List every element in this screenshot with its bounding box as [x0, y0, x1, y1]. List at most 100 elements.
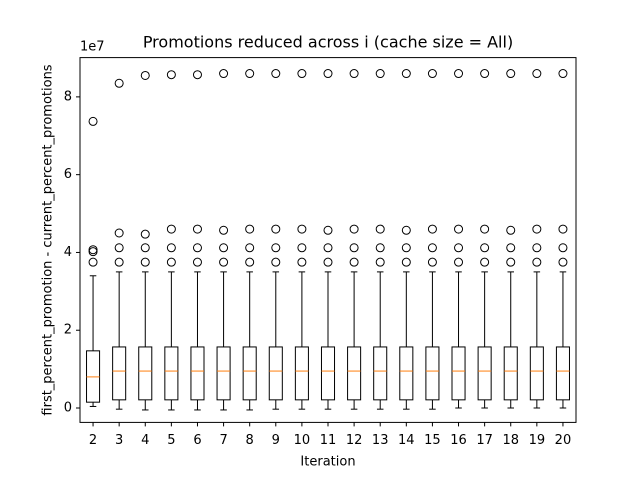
flier — [140, 257, 150, 267]
flier — [114, 228, 124, 238]
flier — [532, 69, 542, 79]
x-tick-label: 6 — [193, 433, 201, 448]
y-axis-label: first_percent_promotion - current_percen… — [41, 64, 56, 415]
flier — [140, 70, 150, 80]
flier — [166, 224, 176, 234]
box — [477, 346, 492, 401]
flier — [271, 243, 281, 253]
box — [399, 346, 414, 401]
flier — [297, 243, 307, 253]
flier — [558, 224, 568, 234]
box — [347, 346, 362, 401]
flier — [219, 243, 229, 253]
flier — [401, 243, 411, 253]
flier — [349, 257, 359, 267]
x-tick-label: 13 — [372, 433, 389, 448]
flier — [506, 225, 516, 235]
flier — [506, 243, 516, 253]
flier — [323, 243, 333, 253]
flier — [558, 257, 568, 267]
flier — [401, 225, 411, 235]
flier — [297, 224, 307, 234]
x-tick-label: 19 — [529, 433, 546, 448]
x-tick-label: 16 — [450, 433, 467, 448]
flier — [192, 243, 202, 253]
box — [242, 346, 257, 401]
flier — [88, 245, 98, 255]
flier — [454, 243, 464, 253]
box — [320, 346, 336, 401]
x-tick-label: 17 — [476, 433, 493, 448]
flier — [532, 243, 542, 253]
flier — [297, 69, 307, 79]
flier — [454, 224, 464, 234]
x-tick-label: 11 — [320, 433, 337, 448]
flier — [323, 225, 333, 235]
flier — [480, 243, 490, 253]
x-axis-label: Iteration — [300, 455, 355, 470]
flier — [166, 70, 176, 80]
flier — [454, 69, 464, 79]
x-tick-label: 15 — [424, 433, 441, 448]
flier — [480, 257, 490, 267]
plot-frame — [79, 57, 577, 423]
flier — [375, 257, 385, 267]
flier — [271, 257, 281, 267]
flier — [271, 69, 281, 79]
y-tick-label: 0 — [64, 401, 72, 416]
y-tick-label: 8 — [64, 89, 72, 104]
box — [451, 346, 466, 401]
chart-title: Promotions reduced across i (cache size … — [143, 33, 513, 52]
flier — [480, 69, 490, 79]
flier — [323, 257, 333, 267]
flier — [375, 243, 385, 253]
flier — [375, 224, 385, 234]
flier — [349, 69, 359, 79]
box — [112, 346, 127, 401]
flier — [297, 257, 307, 267]
x-tick-label: 7 — [219, 433, 227, 448]
flier — [349, 243, 359, 253]
flier — [114, 243, 124, 253]
flier — [88, 116, 98, 126]
flier — [192, 257, 202, 267]
x-tick-label: 10 — [294, 433, 311, 448]
y-offset-label: 1e7 — [80, 40, 105, 55]
flier — [506, 257, 516, 267]
x-tick-label: 8 — [246, 433, 254, 448]
box — [268, 346, 283, 401]
flier — [427, 257, 437, 267]
box — [373, 346, 388, 401]
flier — [88, 257, 98, 267]
flier — [140, 243, 150, 253]
x-tick-label: 2 — [89, 433, 97, 448]
y-tick-label: 4 — [64, 245, 72, 260]
flier — [245, 243, 255, 253]
x-tick-label: 9 — [272, 433, 280, 448]
flier — [219, 225, 229, 235]
flier — [532, 224, 542, 234]
y-tick-label: 2 — [64, 323, 72, 338]
flier — [245, 224, 255, 234]
flier — [454, 257, 464, 267]
flier — [427, 243, 437, 253]
flier — [192, 70, 202, 80]
flier — [375, 69, 385, 79]
box — [503, 346, 518, 401]
x-tick-label: 5 — [167, 433, 175, 448]
flier — [166, 243, 176, 253]
flier — [401, 257, 411, 267]
flier — [219, 257, 229, 267]
flier — [349, 224, 359, 234]
x-tick-label: 4 — [141, 433, 149, 448]
box — [138, 346, 153, 401]
flier — [219, 69, 229, 79]
box — [294, 346, 309, 401]
flier — [140, 229, 150, 239]
x-tick-label: 20 — [555, 433, 572, 448]
y-tick-label: 6 — [64, 167, 72, 182]
flier — [532, 257, 542, 267]
